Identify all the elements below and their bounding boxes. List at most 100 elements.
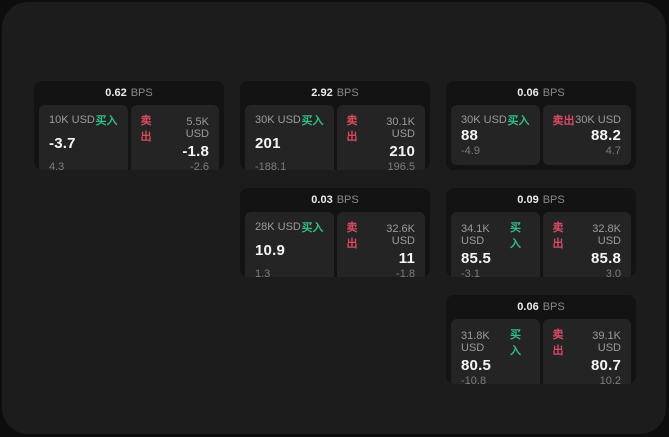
sell-panel[interactable]: 卖出 30K USD 88.2 4.7 — [542, 105, 631, 165]
sell-amount: 30K USD — [575, 114, 621, 126]
sell-panel-header: 卖出 30.1K USD — [347, 112, 416, 144]
card-body: 10K USD 买入 -3.7 4.3 卖出 5.5K USD -1.8 -2.… — [34, 105, 224, 170]
quote-card: 0.09 BPS 34.1K USD 买入 85.5 -3.1 卖出 32.8K… — [446, 188, 636, 277]
sell-tag: 卖出 — [346, 115, 358, 143]
card-header: 0.06 BPS — [446, 81, 636, 105]
buy-panel[interactable]: 34.1K USD 买入 85.5 -3.1 — [451, 212, 540, 277]
buy-amount: 30K USD — [461, 114, 507, 126]
buy-value: -3.7 — [49, 135, 76, 152]
sell-amount: 5.5K USD — [185, 116, 209, 140]
sell-value: 210 — [389, 143, 415, 160]
sell-tag: 卖出 — [552, 115, 575, 127]
buy-tag: 买入 — [301, 115, 324, 127]
buy-panel[interactable]: 31.8K USD 买入 80.5 -10.8 — [451, 319, 540, 384]
card-header: 0.62 BPS — [34, 81, 224, 105]
buy-panel[interactable]: 30K USD 买入 201 -188.1 — [245, 105, 334, 170]
buy-tag: 买入 — [509, 329, 521, 357]
quote-cards-grid: 0.62 BPS 10K USD 买入 -3.7 4.3 卖出 5.5K USD… — [34, 81, 636, 384]
sell-amount: 32.8K USD — [592, 223, 621, 247]
card-body: 34.1K USD 买入 85.5 -3.1 卖出 32.8K USD 85.8… — [446, 212, 636, 277]
buy-panel[interactable]: 28K USD 买入 10.9 1.3 — [245, 212, 334, 277]
sell-amount: 32.6K USD — [386, 223, 415, 247]
sell-value: 88.2 — [591, 127, 621, 145]
sell-panel[interactable]: 卖出 32.8K USD 85.8 3.0 — [542, 212, 631, 278]
buy-amount: 31.8K USD — [461, 330, 490, 354]
card-body: 28K USD 买入 10.9 1.3 卖出 32.6K USD 11 -1.8 — [240, 212, 430, 277]
buy-sub-value: 1.3 — [255, 267, 271, 278]
bps-label: BPS — [336, 87, 359, 99]
buy-value: 201 — [255, 135, 281, 152]
buy-tag: 买入 — [507, 115, 530, 127]
card-header: 0.09 BPS — [446, 188, 636, 212]
buy-sub-value: -4.9 — [461, 145, 480, 157]
sell-panel[interactable]: 卖出 39.1K USD 80.7 10.2 — [542, 319, 631, 385]
buy-amount: 34.1K USD — [461, 223, 490, 247]
buy-value: 10.9 — [255, 242, 285, 259]
quote-card: 0.62 BPS 10K USD 买入 -3.7 4.3 卖出 5.5K USD… — [34, 81, 224, 170]
buy-value: 80.5 — [461, 357, 491, 374]
buy-panel-header: 30K USD 买入 — [255, 112, 324, 128]
buy-sub-value: -188.1 — [255, 160, 287, 171]
sell-tag: 卖出 — [552, 222, 564, 250]
bps-label: BPS — [542, 87, 565, 99]
bps-value: 0.06 — [517, 87, 539, 99]
buy-amount: 10K USD — [49, 114, 95, 126]
buy-tag: 买入 — [95, 115, 118, 127]
sell-panel[interactable]: 卖出 5.5K USD -1.8 -2.6 — [130, 105, 219, 171]
card-body: 31.8K USD 买入 80.5 -10.8 卖出 39.1K USD 80.… — [446, 319, 636, 384]
buy-amount: 30K USD — [255, 114, 301, 126]
sell-tag: 卖出 — [552, 329, 564, 357]
buy-tag: 买入 — [301, 222, 324, 234]
sell-value: -1.8 — [182, 143, 209, 160]
sell-panel-header: 卖出 5.5K USD — [141, 112, 210, 144]
buy-panel-header: 34.1K USD 买入 — [461, 219, 530, 251]
card-body: 30K USD 买入 88 -4.9 卖出 30K USD 88.2 4.7 — [446, 105, 636, 170]
quote-card: 0.03 BPS 28K USD 买入 10.9 1.3 卖出 32.6K US… — [240, 188, 430, 277]
buy-sub-value: -10.8 — [461, 374, 487, 385]
bps-label: BPS — [542, 194, 565, 206]
sell-panel-header: 卖出 30K USD — [553, 112, 622, 128]
bps-label: BPS — [336, 194, 359, 206]
bps-label: BPS — [130, 87, 153, 99]
bps-value: 0.62 — [105, 87, 127, 99]
sell-sub-value: 3.0 — [605, 267, 621, 278]
sell-sub-value: 10.2 — [599, 374, 621, 385]
bps-value: 0.09 — [517, 194, 539, 206]
sell-panel-header: 卖出 32.6K USD — [347, 219, 416, 251]
sell-sub-value: -1.8 — [396, 267, 415, 278]
buy-panel-header: 30K USD 买入 — [461, 112, 530, 128]
quote-card: 0.06 BPS 30K USD 买入 88 -4.9 卖出 30K USD 8… — [446, 81, 636, 170]
sell-panel[interactable]: 卖出 32.6K USD 11 -1.8 — [336, 212, 425, 278]
card-body: 30K USD 买入 201 -188.1 卖出 30.1K USD 210 1… — [240, 105, 430, 170]
card-header: 0.03 BPS — [240, 188, 430, 212]
sell-tag: 卖出 — [346, 222, 358, 250]
bps-label: BPS — [542, 301, 565, 313]
bps-value: 2.92 — [311, 87, 333, 99]
sell-value: 80.7 — [591, 357, 621, 374]
sell-value: 11 — [398, 250, 415, 267]
bps-value: 0.06 — [517, 301, 539, 313]
buy-panel[interactable]: 10K USD 买入 -3.7 4.3 — [39, 105, 128, 170]
sell-tag: 卖出 — [140, 115, 152, 143]
sell-sub-value: 4.7 — [605, 145, 621, 157]
sell-sub-value: 196.5 — [387, 160, 415, 171]
buy-panel[interactable]: 30K USD 买入 88 -4.9 — [451, 105, 540, 165]
quote-card: 2.92 BPS 30K USD 买入 201 -188.1 卖出 30.1K … — [240, 81, 430, 170]
sell-amount: 30.1K USD — [386, 116, 415, 140]
sell-value: 85.8 — [591, 250, 621, 267]
quote-card: 0.06 BPS 31.8K USD 买入 80.5 -10.8 卖出 39.1… — [446, 295, 636, 384]
buy-amount: 28K USD — [255, 221, 301, 233]
buy-tag: 买入 — [509, 222, 521, 250]
sell-amount: 39.1K USD — [592, 330, 621, 354]
sell-panel[interactable]: 卖出 30.1K USD 210 196.5 — [336, 105, 425, 171]
buy-value: 88 — [461, 127, 479, 145]
buy-panel-header: 10K USD 买入 — [49, 112, 118, 128]
buy-panel-header: 28K USD 买入 — [255, 219, 324, 235]
sell-panel-header: 卖出 39.1K USD — [553, 326, 622, 358]
card-header: 2.92 BPS — [240, 81, 430, 105]
card-header: 0.06 BPS — [446, 295, 636, 319]
sell-sub-value: -2.6 — [190, 160, 209, 171]
buy-sub-value: -3.1 — [461, 267, 480, 278]
bps-value: 0.03 — [311, 194, 333, 206]
